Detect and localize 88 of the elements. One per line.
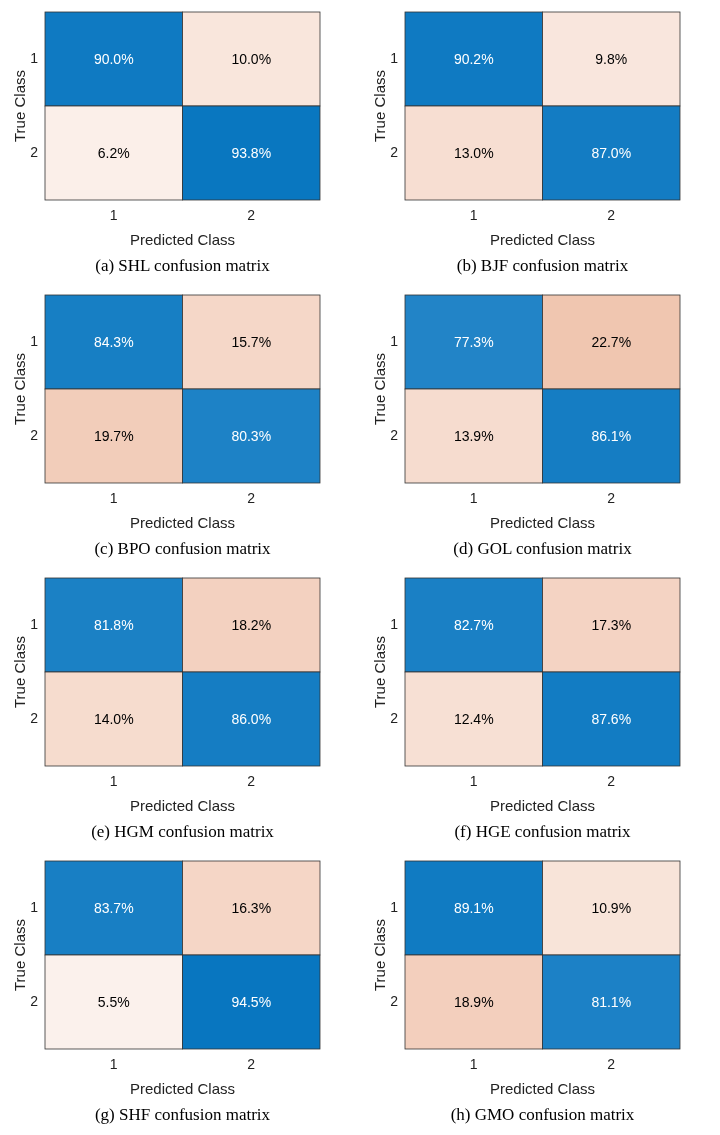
data-label: 16.3%: [231, 900, 272, 916]
data-label: 86.1%: [591, 428, 632, 444]
data-label: 10.0%: [231, 51, 272, 67]
data-label: 84.3%: [93, 334, 134, 350]
x-tick-label: 1: [109, 206, 118, 223]
text: (b) BJF confusion matrix: [456, 256, 629, 275]
x-tick-label: 2: [607, 489, 616, 506]
y-tick-label: 1: [30, 616, 39, 633]
data-label: 87.6%: [591, 711, 632, 727]
x-axis-title: Predicted Class: [489, 514, 596, 531]
y-axis-title: True Class: [371, 353, 388, 425]
data-label: 81.8%: [93, 617, 134, 633]
text: (g) SHF confusion matrix: [94, 1105, 271, 1124]
data-label: 82.7%: [453, 617, 494, 633]
data-label: 9.8%: [595, 51, 628, 67]
x-tick-label: 1: [109, 772, 118, 789]
x-tick-label: 1: [109, 1055, 118, 1072]
x-tick-label: 2: [247, 489, 256, 506]
data-label: 14.0%: [93, 711, 134, 727]
data-label: 86.0%: [231, 711, 272, 727]
y-tick-label: 2: [390, 993, 399, 1010]
data-label: 6.2%: [97, 145, 130, 161]
text: (h) GMO confusion matrix: [450, 1105, 635, 1124]
x-axis-title: Predicted Class: [489, 1080, 596, 1097]
x-axis-title: Predicted Class: [489, 797, 596, 814]
data-label: 93.8%: [231, 145, 272, 161]
y-tick-label: 2: [30, 710, 39, 727]
text: (f) HGE confusion matrix: [454, 822, 632, 841]
y-tick-label: 2: [30, 144, 39, 161]
x-tick-label: 2: [247, 772, 256, 789]
data-label: 10.9%: [591, 900, 632, 916]
data-label: 12.4%: [453, 711, 494, 727]
x-tick-label: 2: [247, 206, 256, 223]
x-tick-label: 2: [607, 206, 616, 223]
y-tick-label: 1: [390, 50, 399, 67]
x-tick-label: 1: [109, 489, 118, 506]
y-axis-title: True Class: [11, 636, 28, 708]
y-tick-label: 2: [390, 144, 399, 161]
y-tick-label: 1: [390, 333, 399, 350]
y-tick-label: 1: [390, 899, 399, 916]
data-label: 22.7%: [591, 334, 632, 350]
y-axis-title: True Class: [11, 70, 28, 142]
y-tick-label: 1: [30, 899, 39, 916]
x-tick-label: 1: [469, 206, 478, 223]
data-label: 5.5%: [97, 994, 130, 1010]
y-tick-label: 2: [30, 427, 39, 444]
data-label: 80.3%: [231, 428, 272, 444]
x-tick-label: 1: [469, 1055, 478, 1072]
text: (c) BPO confusion matrix: [94, 539, 272, 558]
y-axis-title: True Class: [11, 353, 28, 425]
data-label: 15.7%: [231, 334, 272, 350]
data-label: 90.2%: [453, 51, 494, 67]
data-label: 17.3%: [591, 617, 632, 633]
data-label: 13.0%: [453, 145, 494, 161]
data-label: 19.7%: [93, 428, 134, 444]
x-tick-label: 1: [469, 772, 478, 789]
x-tick-label: 1: [469, 489, 478, 506]
x-axis-title: Predicted Class: [129, 231, 236, 248]
data-label: 87.0%: [591, 145, 632, 161]
y-axis-title: True Class: [371, 919, 388, 991]
x-axis-title: Predicted Class: [129, 514, 236, 531]
data-label: 13.9%: [453, 428, 494, 444]
y-tick-label: 2: [390, 710, 399, 727]
data-label: 77.3%: [453, 334, 494, 350]
y-axis-title: True Class: [11, 919, 28, 991]
y-tick-label: 2: [390, 427, 399, 444]
data-label: 18.9%: [453, 994, 494, 1010]
y-tick-label: 1: [30, 50, 39, 67]
x-tick-label: 2: [607, 1055, 616, 1072]
data-label: 81.1%: [591, 994, 632, 1010]
text: (a) SHL confusion matrix: [95, 256, 271, 275]
data-label: 83.7%: [93, 900, 134, 916]
text: (d) GOL confusion matrix: [453, 539, 633, 558]
y-axis-title: True Class: [371, 70, 388, 142]
x-tick-label: 2: [247, 1055, 256, 1072]
x-tick-label: 2: [607, 772, 616, 789]
x-axis-title: Predicted Class: [129, 1080, 236, 1097]
data-label: 18.2%: [231, 617, 272, 633]
y-tick-label: 1: [390, 616, 399, 633]
text: (e) HGM confusion matrix: [91, 822, 275, 841]
data-label: 94.5%: [231, 994, 272, 1010]
data-label: 90.0%: [93, 51, 134, 67]
y-tick-label: 1: [30, 333, 39, 350]
x-axis-title: Predicted Class: [129, 797, 236, 814]
y-axis-title: True Class: [371, 636, 388, 708]
x-axis-title: Predicted Class: [489, 231, 596, 248]
data-label: 89.1%: [453, 900, 494, 916]
y-tick-label: 2: [30, 993, 39, 1010]
